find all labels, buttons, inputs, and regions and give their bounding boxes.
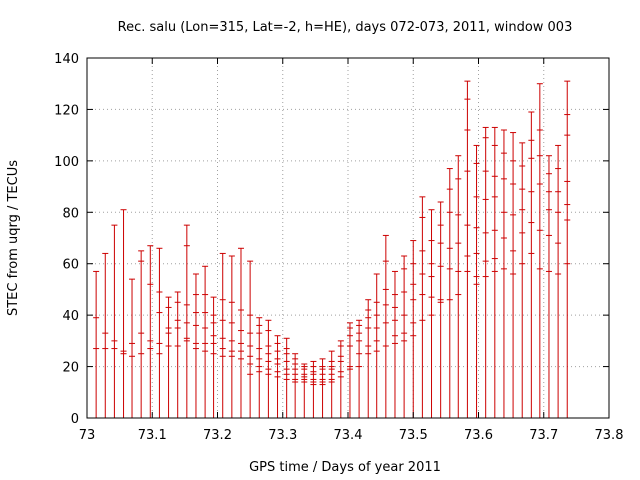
error-bar [555,144,562,418]
error-bar [156,247,163,418]
x-tick-label: 73.7 [529,428,558,443]
error-bar [319,358,326,418]
error-bar [219,252,226,418]
y-tick-label: 40 [62,309,79,324]
error-bar [328,350,335,418]
error-bar [356,319,363,418]
error-bar [437,201,444,418]
x-tick-label: 73.5 [399,428,428,443]
y-tick-label: 120 [54,103,79,118]
y-axis-label: STEC from uqrg / TECUs [6,160,21,316]
error-bar [265,319,272,418]
error-bar [202,265,209,418]
error-bar [183,224,190,418]
error-bar [519,142,526,418]
error-bar [274,335,281,418]
error-bar [545,155,552,418]
error-bar [564,80,571,418]
error-bar [247,260,254,418]
error-bar [292,353,299,418]
error-bar [536,83,543,418]
error-bar [346,322,353,418]
x-tick-label: 73.8 [595,428,624,443]
error-bar [482,126,489,418]
error-bar [138,250,145,418]
error-bar [428,209,435,418]
error-bar [111,224,118,418]
error-bar [256,317,263,418]
x-tick-label: 73.6 [464,428,493,443]
error-bar [310,360,317,418]
y-tick-label: 140 [54,52,79,67]
error-bar [391,270,398,418]
error-bar [500,129,507,418]
error-bar [455,155,462,418]
error-bar [283,337,290,418]
error-bar [528,111,535,418]
y-tick-label: 100 [54,155,79,170]
error-bar [147,245,154,418]
error-bar [337,340,344,418]
error-bar [491,126,498,418]
error-bar [165,296,172,418]
error-bar-series [93,80,571,418]
x-tick-label: 73.2 [203,428,232,443]
x-tick-label: 73.3 [268,428,297,443]
x-axis-label: GPS time / Days of year 2011 [249,460,441,475]
error-bar [365,299,372,418]
error-bar [382,234,389,418]
error-bar [373,273,380,418]
error-bar [410,240,417,418]
x-tick-label: 73.1 [138,428,167,443]
y-tick-label: 0 [71,412,79,427]
error-bar [210,296,217,418]
y-tick-label: 20 [62,361,79,376]
error-bar [446,168,453,418]
plot-frame [86,57,610,419]
error-bar [129,278,136,418]
x-tick-label: 73 [79,428,96,443]
error-bar [419,196,426,418]
error-bar [93,270,100,418]
error-bar [510,132,517,418]
error-bar [228,255,235,418]
error-bar [473,144,480,418]
axes: 73 73.1 73.2 73.3 73.4 73.5 73.6 73.7 73.8 0 20 40 6… [54,52,623,443]
error-bar [301,363,308,418]
error-bar [401,255,408,418]
error-bar [102,252,109,418]
error-bar [464,80,471,418]
x-tick-label: 73.4 [334,428,363,443]
error-bar [237,247,244,418]
y-tick-label: 80 [62,206,79,221]
chart-title: Rec. salu (Lon=315, Lat=-2, h=HE), days … [118,20,573,35]
y-tick-label: 60 [62,258,79,273]
error-bar [174,291,181,418]
error-bar [192,273,199,418]
error-bar [120,209,127,418]
